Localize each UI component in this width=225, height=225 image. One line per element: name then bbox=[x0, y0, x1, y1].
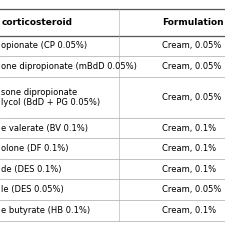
Text: e valerate (BV 0.1%): e valerate (BV 0.1%) bbox=[1, 124, 88, 133]
Text: e butyrate (HB 0.1%): e butyrate (HB 0.1%) bbox=[1, 206, 90, 215]
Text: Cream, 0.05%: Cream, 0.05% bbox=[162, 41, 221, 50]
Text: Cream, 0.1%: Cream, 0.1% bbox=[162, 206, 216, 215]
Text: one dipropionate (mBdD 0.05%): one dipropionate (mBdD 0.05%) bbox=[1, 62, 137, 71]
Text: le (DES 0.05%): le (DES 0.05%) bbox=[1, 185, 64, 194]
Text: Cream, 0.1%: Cream, 0.1% bbox=[162, 144, 216, 153]
Text: corticosteroid: corticosteroid bbox=[1, 18, 72, 27]
Text: de (DES 0.1%): de (DES 0.1%) bbox=[1, 165, 62, 174]
Text: Cream, 0.05%: Cream, 0.05% bbox=[162, 185, 221, 194]
Text: Cream, 0.1%: Cream, 0.1% bbox=[162, 124, 216, 133]
Text: opionate (CP 0.05%): opionate (CP 0.05%) bbox=[1, 41, 87, 50]
Text: Cream, 0.05%: Cream, 0.05% bbox=[162, 93, 221, 102]
Text: Formulation: Formulation bbox=[162, 18, 224, 27]
Text: Cream, 0.05%: Cream, 0.05% bbox=[162, 62, 221, 71]
Text: Cream, 0.1%: Cream, 0.1% bbox=[162, 165, 216, 174]
Text: olone (DF 0.1%): olone (DF 0.1%) bbox=[1, 144, 69, 153]
Text: sone dipropionate
lycol (BdD + PG 0.05%): sone dipropionate lycol (BdD + PG 0.05%) bbox=[1, 88, 100, 107]
